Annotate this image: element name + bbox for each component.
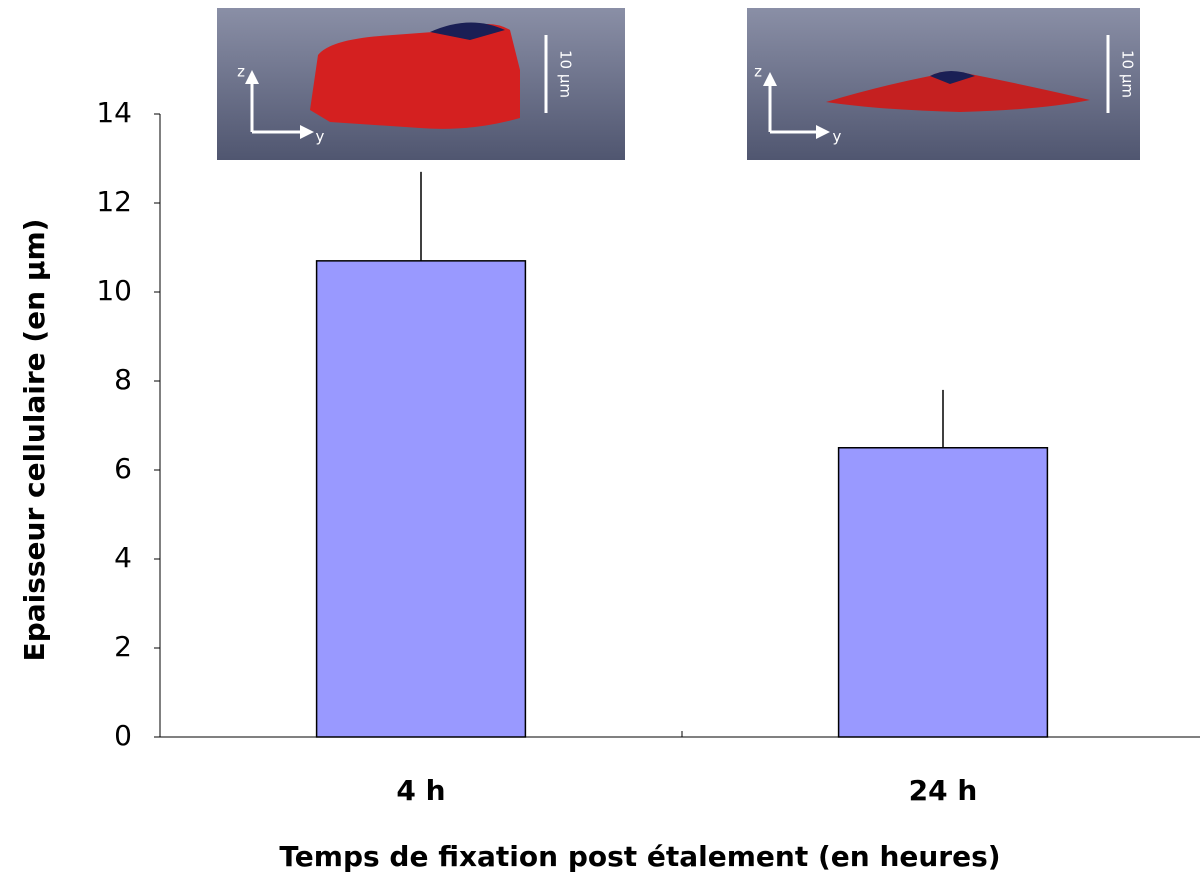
axis-label: y <box>833 128 842 146</box>
axis-label: y <box>316 128 325 146</box>
x-tick-label: 24 h <box>909 774 978 807</box>
y-tick-label: 12 <box>96 185 132 218</box>
x-axis-title: Temps de fixation post étalement (en heu… <box>279 840 1000 873</box>
bar <box>837 447 1049 738</box>
y-tick-label: 2 <box>114 630 132 663</box>
y-tick-label: 10 <box>96 274 132 307</box>
scale-label: 10 µm <box>1119 50 1137 98</box>
inset-image <box>217 8 625 160</box>
scale-label: 10 µm <box>557 50 575 98</box>
y-axis-title: Epaisseur cellulaire (en µm) <box>18 219 51 662</box>
y-tick-label: 14 <box>96 96 132 129</box>
bar <box>315 260 527 738</box>
axis-label: z <box>754 63 762 81</box>
y-tick-label: 8 <box>114 363 132 396</box>
x-tick-label: 4 h <box>396 774 445 807</box>
y-tick-label: 0 <box>114 719 132 752</box>
y-tick-label: 6 <box>114 452 132 485</box>
inset-image <box>747 8 1140 160</box>
y-tick-label: 4 <box>114 541 132 574</box>
axis-label: z <box>237 63 245 81</box>
